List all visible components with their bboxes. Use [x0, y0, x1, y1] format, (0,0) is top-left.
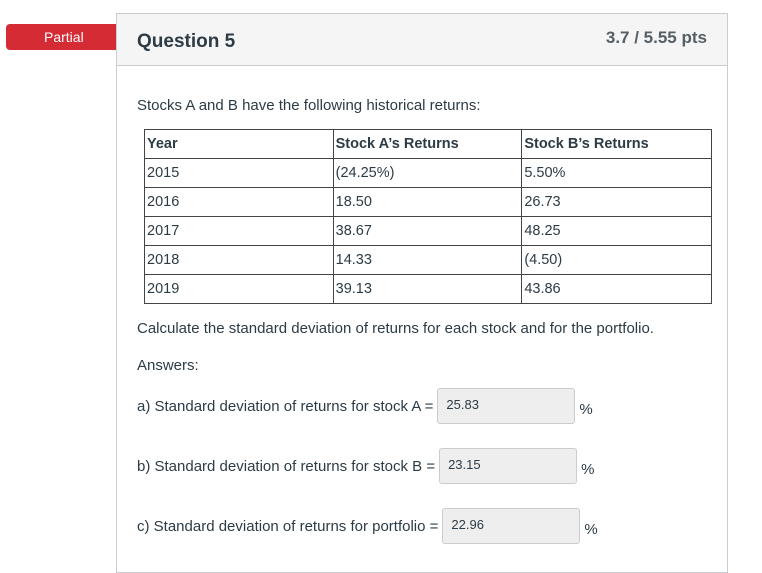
table-cell: 26.73: [521, 187, 712, 217]
table-row: 2017 38.67 48.25: [144, 216, 712, 246]
answer-unit-b: %: [581, 460, 595, 478]
answer-unit-c: %: [584, 520, 598, 538]
question-card: Question 5 3.7 / 5.55 pts Stocks A and B…: [116, 13, 728, 573]
table-header-cell: Year: [144, 129, 334, 159]
table-row: 2019 39.13 43.86: [144, 274, 712, 304]
answer-row-a: a) Standard deviation of returns for sto…: [137, 388, 593, 424]
answers-label: Answers:: [137, 357, 199, 374]
table-cell: 14.33: [332, 245, 523, 275]
table-cell: (24.25%): [332, 158, 523, 188]
question-header: Question 5 3.7 / 5.55 pts: [117, 14, 727, 66]
status-badge: Partial: [6, 24, 131, 50]
table-header-cell: Stock B’s Returns: [521, 129, 712, 159]
table-cell: 38.67: [332, 216, 523, 246]
table-cell: 2018: [144, 245, 334, 275]
answer-input-b[interactable]: 23.15: [439, 448, 578, 484]
question-intro: Stocks A and B have the following histor…: [137, 97, 481, 114]
table-cell: 18.50: [332, 187, 523, 217]
table-cell: (4.50): [521, 245, 712, 275]
answer-input-a[interactable]: 25.83: [437, 388, 576, 424]
table-row: 2016 18.50 26.73: [144, 187, 712, 217]
table-cell: 5.50%: [521, 158, 712, 188]
returns-table: Year Stock A’s Returns Stock B’s Returns…: [144, 129, 712, 304]
table-row: 2015 (24.25%) 5.50%: [144, 158, 712, 188]
question-points: 3.7 / 5.55 pts: [605, 28, 707, 47]
answer-unit-a: %: [579, 400, 593, 418]
table-row: 2018 14.33 (4.50): [144, 245, 712, 275]
answer-label-b: b) Standard deviation of returns for sto…: [137, 457, 436, 475]
table-cell: 48.25: [521, 216, 712, 246]
answer-label-a: a) Standard deviation of returns for sto…: [137, 397, 434, 415]
table-cell: 43.86: [521, 274, 712, 304]
table-header-cell: Stock A’s Returns: [332, 129, 523, 159]
question-title: Question 5: [137, 31, 236, 52]
table-cell: 2017: [144, 216, 334, 246]
answer-label-c: c) Standard deviation of returns for por…: [137, 517, 439, 535]
table-cell: 2016: [144, 187, 334, 217]
table-cell: 2019: [144, 274, 334, 304]
table-cell: 39.13: [332, 274, 523, 304]
table-cell: 2015: [144, 158, 334, 188]
answer-row-b: b) Standard deviation of returns for sto…: [137, 448, 594, 484]
question-instruction: Calculate the standard deviation of retu…: [137, 320, 654, 337]
answer-input-c[interactable]: 22.96: [442, 508, 581, 544]
table-header-row: Year Stock A’s Returns Stock B’s Returns: [144, 129, 712, 159]
answer-row-c: c) Standard deviation of returns for por…: [137, 508, 598, 544]
